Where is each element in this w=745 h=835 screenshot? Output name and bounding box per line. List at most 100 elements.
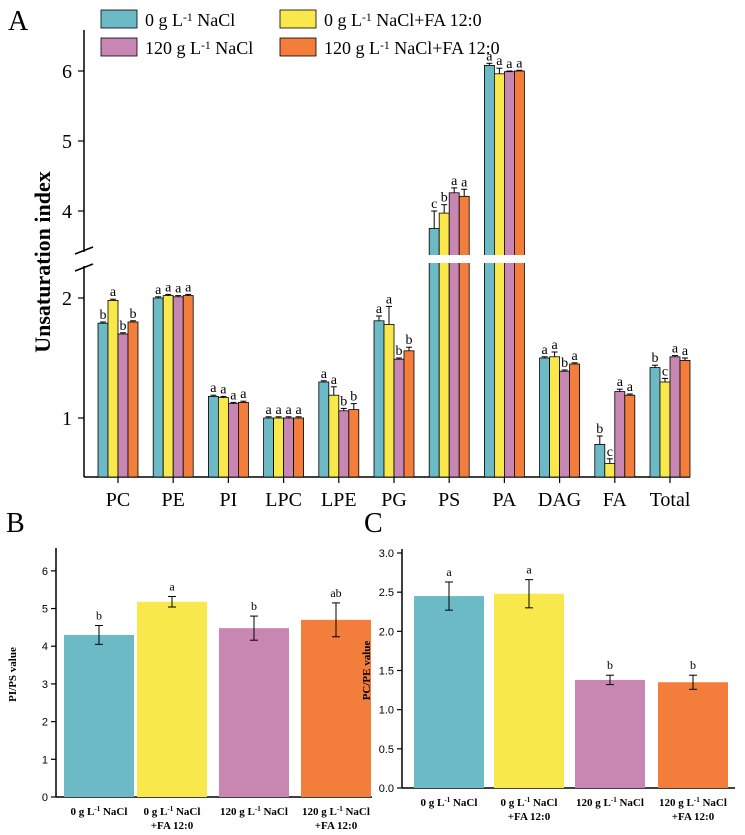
significance-letter: a <box>461 175 468 190</box>
significance-letter: b <box>396 344 403 359</box>
x-tick-label: 0 g L-1 NaCl <box>501 796 558 809</box>
bar <box>373 320 385 478</box>
significance-letter: b <box>340 394 347 409</box>
significance-letter: a <box>551 338 558 353</box>
legend-label: 120 g L-1 NaCl <box>145 38 253 58</box>
bar <box>152 297 164 478</box>
bar <box>594 443 606 478</box>
bar <box>219 628 289 797</box>
bar <box>649 367 661 478</box>
significance-letter: a <box>295 403 302 418</box>
bar <box>624 394 636 478</box>
x-tick-label-line2: +FA 12:0 <box>315 820 358 832</box>
legend-label: 120 g L-1 NaCl+FA 12:0 <box>324 38 500 58</box>
x-tick-label: PI <box>220 489 238 511</box>
significance-letter: a <box>185 280 192 295</box>
significance-letter: b <box>251 599 257 613</box>
significance-letter: a <box>516 56 523 71</box>
legend-label: 0 g L-1 NaCl <box>145 10 235 30</box>
bar <box>503 71 515 478</box>
x-tick-label: 120 g L-1 NaCl <box>302 805 370 818</box>
significance-letter: b <box>607 658 613 672</box>
bar <box>393 358 405 478</box>
y-axis-title: PI/PS value <box>7 647 19 702</box>
x-tick-label: 120 g L-1 NaCl <box>659 796 727 809</box>
panel-b-label: B <box>6 508 25 539</box>
bar <box>448 192 460 478</box>
panel-c-label: C <box>364 508 383 539</box>
y-tick-label: 1 <box>62 408 72 430</box>
significance-letter: c <box>431 197 437 212</box>
significance-letter: b <box>596 422 603 437</box>
bar <box>659 381 671 478</box>
significance-letter: a <box>506 57 513 72</box>
bar <box>604 463 616 478</box>
legend-swatch <box>100 37 138 57</box>
significance-letter: a <box>571 349 578 364</box>
bar <box>273 417 285 478</box>
bar <box>549 356 560 478</box>
axis-break-mark-2 <box>74 263 94 272</box>
bar <box>172 296 184 478</box>
bar <box>263 417 275 478</box>
bar <box>318 381 330 478</box>
bar <box>162 295 174 478</box>
x-tick-label-line2: +FA 12:0 <box>151 820 194 832</box>
bar <box>117 333 129 478</box>
bar <box>338 410 350 478</box>
significance-letter: a <box>486 49 493 64</box>
significance-letter: a <box>169 579 175 593</box>
axis-break-gap <box>85 255 691 263</box>
y-tick-label: 6 <box>42 566 48 578</box>
legend-swatch <box>279 9 317 29</box>
bar <box>127 321 139 478</box>
significance-letter: a <box>331 373 338 388</box>
significance-letter: a <box>526 563 532 577</box>
y-tick-label: 0.0 <box>379 783 394 795</box>
bar <box>328 394 340 478</box>
significance-letter: a <box>165 280 172 295</box>
bar <box>494 593 564 788</box>
significance-letter: a <box>617 375 624 390</box>
bar <box>137 601 207 797</box>
y-tick-label: 2.5 <box>379 587 394 599</box>
bar <box>283 417 295 478</box>
bar <box>614 391 626 478</box>
y-tick-label: 4 <box>42 641 48 653</box>
y-tick-label: 3.0 <box>379 548 394 560</box>
significance-letter: b <box>96 609 102 623</box>
bar <box>679 359 691 478</box>
y-tick-label: 4 <box>62 201 72 223</box>
x-tick-label: DAG <box>538 489 581 511</box>
y-tick-label: 0 <box>42 792 48 804</box>
significance-letter: b <box>406 333 413 348</box>
x-tick-label: 0 g L-1 NaCl <box>421 796 478 809</box>
x-tick-label: PA <box>493 489 517 511</box>
bar <box>207 395 219 478</box>
x-tick-label: 0 g L-1 NaCl <box>144 805 201 818</box>
significance-letter: ab <box>330 586 341 600</box>
y-tick-label: 0.5 <box>379 744 394 756</box>
significance-letter: a <box>496 54 503 69</box>
legend-swatch <box>279 37 317 57</box>
significance-letter: a <box>446 565 452 579</box>
bar <box>293 417 305 478</box>
significance-letter: c <box>662 364 668 379</box>
significance-letter: a <box>672 342 679 357</box>
significance-letter: a <box>240 387 247 402</box>
significance-letter: b <box>690 658 696 672</box>
x-tick-label: LPC <box>265 489 302 511</box>
y-tick-label: 1.0 <box>379 705 394 717</box>
significance-letter: a <box>321 367 328 382</box>
x-tick-label: PC <box>106 489 130 511</box>
significance-letter: a <box>627 380 634 395</box>
bar <box>575 679 645 788</box>
y-tick-label: 6 <box>62 61 72 83</box>
y-axis-title: Unsaturation index <box>30 171 55 353</box>
x-tick-label: PG <box>381 489 407 511</box>
significance-letter: a <box>210 381 217 396</box>
axis-break-mark-1 <box>74 246 94 255</box>
significance-letter: b <box>441 191 448 206</box>
